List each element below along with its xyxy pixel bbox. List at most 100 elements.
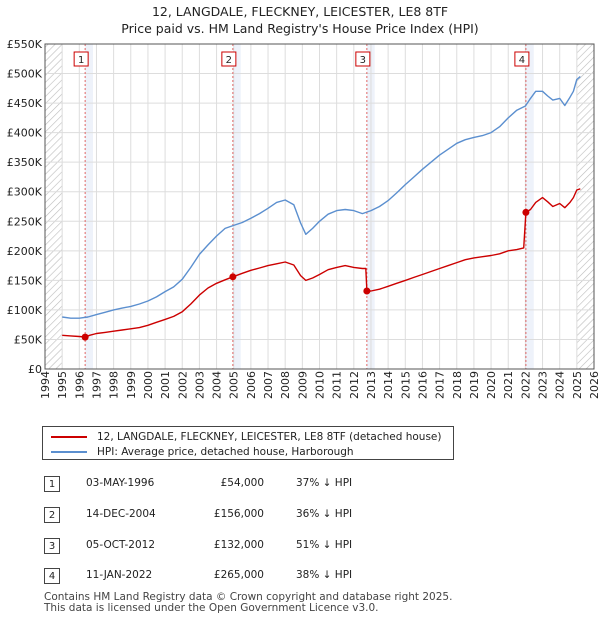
x-tick-label: 1994 <box>39 371 52 399</box>
series-line-hpi <box>62 75 581 319</box>
sale-date: 05-OCT-2012 <box>86 539 155 551</box>
sale-hpi-diff: 37% ↓ HPI <box>296 477 353 489</box>
sale-hpi-diff: 38% ↓ HPI <box>296 569 353 581</box>
sale-row: 2 14-DEC-2004 £156,000 36% ↓ HPI <box>44 507 404 527</box>
sale-number-badge: 3 <box>44 538 60 554</box>
y-tick-label: £500K <box>7 68 43 81</box>
x-tick-label: 2006 <box>245 371 258 399</box>
sale-label-number: 4 <box>519 55 525 66</box>
sale-shade-band <box>85 44 94 369</box>
sale-shade-band <box>232 44 241 369</box>
sale-label-box-border <box>355 51 371 67</box>
x-tick-label: 2001 <box>159 371 172 399</box>
sale-price: £156,000 <box>213 508 264 520</box>
x-tick-label: 2000 <box>142 371 155 399</box>
x-tick-label: 2022 <box>519 371 532 399</box>
x-tick-label: 2005 <box>228 371 241 399</box>
y-tick-label: £250K <box>7 215 43 228</box>
sale-label-number: 2 <box>226 55 232 66</box>
x-tick-label: 2007 <box>262 371 275 399</box>
sale-label-box: 2 <box>221 51 237 67</box>
y-tick-label: £400K <box>7 127 43 140</box>
x-tick-label: 2008 <box>279 371 292 399</box>
y-tick-label: £350K <box>7 156 43 169</box>
y-tick-label: £450K <box>7 97 43 110</box>
legend-swatch-red <box>51 436 87 438</box>
x-tick-label: 2010 <box>314 371 327 399</box>
footer-copyright: Contains HM Land Registry data © Crown c… <box>44 591 453 603</box>
sale-price: £54,000 <box>220 477 264 489</box>
x-tick-label: 1997 <box>90 371 103 399</box>
sale-hpi-diff: 51% ↓ HPI <box>296 539 353 551</box>
y-tick-label: £300K <box>7 186 43 199</box>
hatch-region-start <box>45 44 63 369</box>
legend-item-hpi: HPI: Average price, detached house, Harb… <box>51 446 354 458</box>
legend-swatch-blue <box>51 451 87 453</box>
x-tick-label: 1995 <box>56 371 69 399</box>
y-tick-label: £200K <box>7 245 43 258</box>
x-tick-label: 2023 <box>537 371 550 399</box>
sale-hpi-diff: 36% ↓ HPI <box>296 508 353 520</box>
x-tick-label: 2012 <box>348 371 361 399</box>
sale-label-box: 4 <box>514 51 530 67</box>
sale-row: 1 03-MAY-1996 £54,000 37% ↓ HPI <box>44 476 404 496</box>
sale-point-marker <box>363 287 371 295</box>
sale-point-marker <box>229 273 237 281</box>
sale-label-number: 1 <box>78 55 84 66</box>
sale-number-badge: 2 <box>44 507 60 523</box>
chart-title: 12, LANGDALE, FLECKNEY, LEICESTER, LE8 8… <box>0 3 600 37</box>
x-tick-label: 2011 <box>331 371 344 399</box>
sale-point-marker <box>522 208 530 216</box>
x-tick-label: 1999 <box>125 371 138 399</box>
footer: Contains HM Land Registry data © Crown c… <box>44 592 452 614</box>
x-tick-label: 2009 <box>296 371 309 399</box>
hatch-region-end <box>576 44 594 369</box>
title-line-2: Price paid vs. HM Land Registry's House … <box>121 21 479 36</box>
sale-date: 14-DEC-2004 <box>86 508 156 520</box>
x-tick-label: 2014 <box>382 371 395 399</box>
sale-date: 03-MAY-1996 <box>86 477 155 489</box>
sale-row: 3 05-OCT-2012 £132,000 51% ↓ HPI <box>44 538 404 558</box>
title-line-1: 12, LANGDALE, FLECKNEY, LEICESTER, LE8 8… <box>151 4 449 19</box>
y-tick-label: £550K <box>7 38 43 51</box>
x-tick-label: 2019 <box>468 371 481 399</box>
x-tick-label: 2003 <box>193 371 206 399</box>
x-tick-label: 2021 <box>502 371 515 399</box>
plot-frame <box>44 43 595 370</box>
x-tick-label: 1998 <box>108 371 121 399</box>
sale-label-box-border <box>73 51 89 67</box>
x-tick-label: 2018 <box>451 371 464 399</box>
sale-price: £132,000 <box>213 539 264 551</box>
sale-shade-band <box>525 44 534 369</box>
x-tick-label: 2002 <box>176 371 189 399</box>
sale-row: 4 11-JAN-2022 £265,000 38% ↓ HPI <box>44 568 404 588</box>
sale-label-box: 3 <box>355 51 371 67</box>
x-tick-label: 2024 <box>554 371 567 399</box>
legend-label-hpi: HPI: Average price, detached house, Harb… <box>97 446 354 458</box>
y-tick-label: £150K <box>7 274 43 287</box>
footer-licence: This data is licensed under the Open Gov… <box>44 602 379 614</box>
sale-price: £265,000 <box>213 569 264 581</box>
sale-label-number: 3 <box>360 55 366 66</box>
x-tick-label: 1996 <box>73 371 86 399</box>
sale-label-box-border <box>221 51 237 67</box>
x-tick-label: 2026 <box>588 371 600 399</box>
sale-point-marker <box>81 333 89 341</box>
sale-date: 11-JAN-2022 <box>86 569 153 581</box>
sale-number-badge: 1 <box>44 476 60 492</box>
sale-label-box-border <box>514 51 530 67</box>
x-tick-label: 2020 <box>485 371 498 399</box>
x-tick-label: 2015 <box>399 371 412 399</box>
sale-label-box: 1 <box>73 51 89 67</box>
sale-number-badge: 4 <box>44 568 60 584</box>
y-tick-label: £50K <box>14 333 43 346</box>
x-tick-label: 2016 <box>416 371 429 399</box>
legend-item-property: 12, LANGDALE, FLECKNEY, LEICESTER, LE8 8… <box>51 431 442 443</box>
y-tick-label: £100K <box>7 304 43 317</box>
series-line-property <box>62 188 581 338</box>
y-tick-label: £0 <box>28 363 42 376</box>
legend: 12, LANGDALE, FLECKNEY, LEICESTER, LE8 8… <box>42 426 454 460</box>
x-tick-label: 2017 <box>434 371 447 399</box>
legend-label-property: 12, LANGDALE, FLECKNEY, LEICESTER, LE8 8… <box>97 431 442 443</box>
